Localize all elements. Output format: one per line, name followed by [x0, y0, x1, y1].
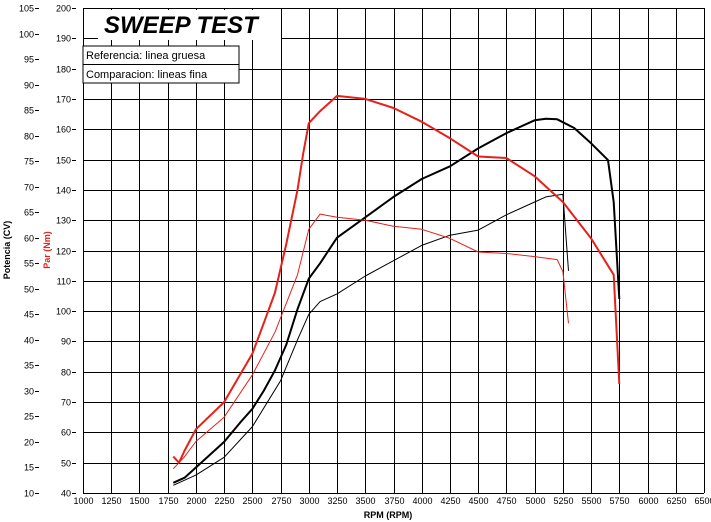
- x-tick-label: 3000: [299, 496, 319, 506]
- torque-tick-label: 90: [61, 337, 71, 347]
- y-axis-title-torque: Par (Nm): [42, 231, 52, 269]
- x-tick-label: 5500: [581, 496, 601, 506]
- power-thin-series-line: [173, 193, 569, 486]
- torque-tick-label: 110: [57, 277, 71, 287]
- x-tick-label: 1500: [129, 496, 149, 506]
- chart-grid: [83, 8, 705, 494]
- x-tick-label: 6250: [666, 496, 686, 506]
- legend-entry-comparison: Comparacion: lineas fina: [86, 69, 208, 81]
- torque-tick-label: 140: [56, 186, 71, 196]
- title-background: [98, 10, 281, 40]
- x-tick-label: 3750: [384, 496, 404, 506]
- x-tick-label: 3500: [355, 496, 375, 506]
- x-tick-label: 1000: [73, 496, 93, 506]
- x-tick-label: 5750: [609, 496, 629, 506]
- power-tick-label: 45: [24, 310, 34, 320]
- x-tick-label: 4750: [496, 496, 516, 506]
- chart-title: SWEEP TEST: [104, 12, 260, 39]
- x-tick-label: 6500: [694, 496, 711, 506]
- x-tick-label: 1250: [101, 496, 121, 506]
- chart-tick-labels: 1000 1250 1500 1750 2000 2250 2500 2750 3000 3250…: [19, 4, 711, 507]
- torque-tick-label: 50: [61, 459, 71, 469]
- power-tick-label: 25: [24, 412, 34, 422]
- legend-entry-reference: Referencia: linea gruesa: [86, 50, 206, 62]
- torque-tick-label: 80: [61, 368, 71, 378]
- torque-tick-label: 70: [61, 398, 71, 408]
- x-tick-label: 2250: [214, 496, 234, 506]
- torque-tick-label: 160: [56, 125, 71, 135]
- y-axis-title-power: Potencia (CV): [2, 221, 12, 280]
- power-tick-label: 15: [24, 463, 34, 473]
- power-tick-label: 90: [24, 81, 34, 91]
- x-tick-label: 5250: [553, 496, 573, 506]
- x-tick-label: 4500: [468, 496, 488, 506]
- power-tick-label: 10: [24, 489, 34, 499]
- x-tick-label: 3250: [327, 496, 347, 506]
- x-tick-label: 1750: [158, 496, 178, 506]
- power-tick-label: 55: [24, 259, 34, 269]
- power-tick-label: 65: [24, 208, 34, 218]
- torque-tick-label: 120: [56, 247, 71, 257]
- x-tick-label: 5000: [525, 496, 545, 506]
- power-tick-label: 105: [19, 4, 34, 14]
- x-tick-label: 2000: [186, 496, 206, 506]
- torque-tick-label: 170: [56, 95, 71, 105]
- x-tick-label: 2750: [271, 496, 291, 506]
- torque-thick-series-line: [172, 94, 621, 464]
- power-tick-label: 50: [24, 285, 34, 295]
- torque-tick-label: 100: [56, 307, 71, 317]
- chart-series: [172, 94, 621, 486]
- x-tick-label: 6000: [638, 496, 658, 506]
- power-tick-label: 100: [19, 30, 34, 40]
- power-tick-label: 80: [24, 132, 34, 142]
- power-tick-label: 40: [24, 336, 34, 346]
- torque-tick-label: 200: [56, 4, 71, 14]
- power-tick-label: 95: [24, 55, 34, 65]
- x-tick-label: 4000: [412, 496, 432, 506]
- power-thick-series-line: [172, 117, 621, 484]
- torque-tick-label: 180: [56, 65, 71, 75]
- torque-tick-label: 190: [56, 34, 71, 44]
- torque-tick-label: 130: [56, 216, 71, 226]
- torque-tick-label: 60: [61, 428, 71, 438]
- power-tick-label: 35: [24, 361, 34, 371]
- torque-tick-label: 40: [61, 489, 71, 499]
- power-tick-label: 70: [24, 183, 34, 193]
- x-axis-title: RPM (RPM): [364, 510, 413, 520]
- power-tick-label: 60: [24, 234, 34, 244]
- x-tick-label: 4250: [440, 496, 460, 506]
- x-tick-label: 2500: [242, 496, 262, 506]
- power-tick-label: 30: [24, 387, 34, 397]
- power-tick-label: 20: [24, 438, 34, 448]
- torque-tick-label: 150: [56, 156, 71, 166]
- power-tick-label: 85: [24, 106, 34, 116]
- torque-thin-series-line: [172, 213, 569, 470]
- power-tick-label: 75: [24, 157, 34, 167]
